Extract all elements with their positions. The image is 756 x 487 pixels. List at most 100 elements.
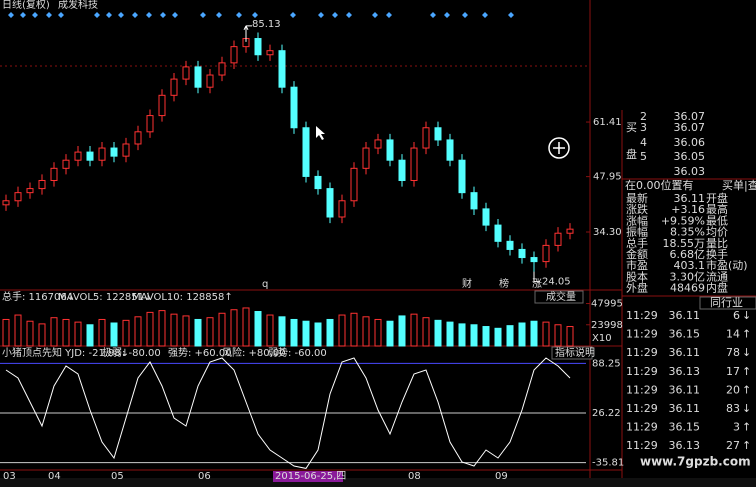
book-side: 盘 [626, 147, 637, 161]
trade-price: 36.11 [669, 309, 701, 322]
trade-time: 11:29 [626, 309, 658, 322]
quote-value: 8.35% [670, 226, 705, 239]
high-arrow [243, 25, 252, 42]
volume-title: 总手: 116706↓ [2, 290, 75, 303]
volume-unit: X10 [592, 333, 612, 344]
candle-body [74, 151, 82, 161]
trade-volume: 17 [726, 365, 740, 378]
quote-value: 36.11 [674, 192, 706, 205]
candle-body [458, 159, 466, 194]
volume-bar [290, 318, 298, 347]
volume-bar [398, 315, 406, 347]
candle-body [2, 200, 10, 206]
trade-direction: ↓ [742, 402, 751, 415]
volume-bar [386, 320, 394, 347]
trade-time: 11:29 [626, 421, 658, 434]
quote-label: 开盘 [706, 191, 728, 205]
position-info: 在0.00位置有 [625, 178, 694, 192]
trade-price: 36.13 [669, 439, 701, 452]
quote-label: 均价 [706, 226, 728, 239]
indicator-level: 极弱: -80.00 [102, 346, 161, 359]
cursor [316, 126, 325, 140]
volume-bar [182, 315, 190, 347]
y-tick-label: 47.95 [593, 172, 622, 183]
y-tick-label: 88.25 [592, 358, 621, 369]
volume-bar [170, 313, 178, 347]
book-price: 36.05 [674, 150, 706, 163]
quote-label: 金额 [626, 247, 648, 261]
candle-body [362, 147, 370, 169]
quote-label: 最新 [626, 191, 648, 205]
quote-label: 市盈(动) [706, 258, 748, 272]
volume-bar [506, 325, 514, 347]
quote-label: 市盈 [626, 258, 648, 272]
tab[interactable] [699, 296, 756, 310]
trade-price: 36.15 [669, 328, 701, 341]
quote-label: 内盘 [706, 281, 728, 295]
high-label: 85.13 [252, 19, 281, 30]
trade-time: 11:29 [626, 365, 658, 378]
quote-label: 换手 [706, 247, 728, 261]
trade-time: 11:29 [626, 328, 658, 341]
y-tick-label: 61.41 [593, 117, 622, 128]
indicator-title: 小猪顶点先知 YJD: -21.98↓ [2, 346, 129, 359]
trade-volume: 78 [726, 346, 740, 359]
volume-bar [446, 321, 454, 347]
candle-body [170, 78, 178, 96]
volume-bar [362, 316, 370, 347]
book-level: 4 [640, 136, 647, 149]
volume-bar [470, 324, 478, 347]
volume-button[interactable] [534, 290, 584, 304]
indicator-button[interactable] [551, 346, 593, 360]
candle-body [50, 167, 58, 181]
trade-price: 36.11 [669, 346, 701, 359]
y-tick-label: -35.81 [592, 458, 624, 469]
volume-bar [146, 311, 154, 347]
candle-body [410, 147, 418, 181]
date-label: 03 [3, 471, 16, 482]
candle-body [314, 175, 322, 190]
book-price: 36.07 [674, 121, 706, 134]
trade-direction: ↑ [742, 421, 751, 434]
buy-order-button: 买单|查 [722, 178, 756, 192]
volume-bar [554, 324, 562, 347]
date-highlight [273, 471, 343, 482]
volume-bar [278, 316, 286, 347]
book-price: 36.06 [674, 136, 706, 149]
event-marker: 财 [462, 277, 472, 290]
candle-body [218, 62, 226, 76]
candle-body [386, 139, 394, 161]
volume-bar [158, 310, 166, 347]
volume-bar [254, 311, 262, 347]
volume-bar [50, 317, 58, 347]
candle-body [518, 248, 526, 259]
candle-body [62, 159, 70, 169]
date-label: 05 [111, 471, 124, 482]
volume-button-label: 成交量 [546, 290, 576, 303]
volume-bar [302, 320, 310, 347]
trade-time: 11:29 [626, 439, 658, 452]
candle-body [302, 127, 310, 177]
y-tick-label: 47995 [591, 299, 623, 310]
quote-value: 18.55万 [663, 237, 706, 250]
date-label: 08 [408, 471, 421, 482]
volume-bar [518, 322, 526, 347]
candle-body [374, 139, 382, 149]
quote-label: 最低 [706, 214, 728, 227]
candle-body [494, 224, 502, 242]
volume-bar [230, 309, 238, 347]
volume-bar [26, 320, 34, 347]
add-button[interactable] [548, 137, 570, 159]
chart-title: 日线(复权) [2, 0, 50, 11]
candle-body [38, 179, 46, 190]
trade-direction: ↑ [742, 365, 751, 378]
candle-body [554, 232, 562, 246]
candle-body [158, 94, 166, 117]
trade-direction: ↑ [742, 439, 751, 452]
volume-bar [194, 318, 202, 347]
watermark: www.7gpzb.com [640, 455, 751, 469]
volume-bar [434, 319, 442, 347]
volume-bar [422, 317, 430, 347]
